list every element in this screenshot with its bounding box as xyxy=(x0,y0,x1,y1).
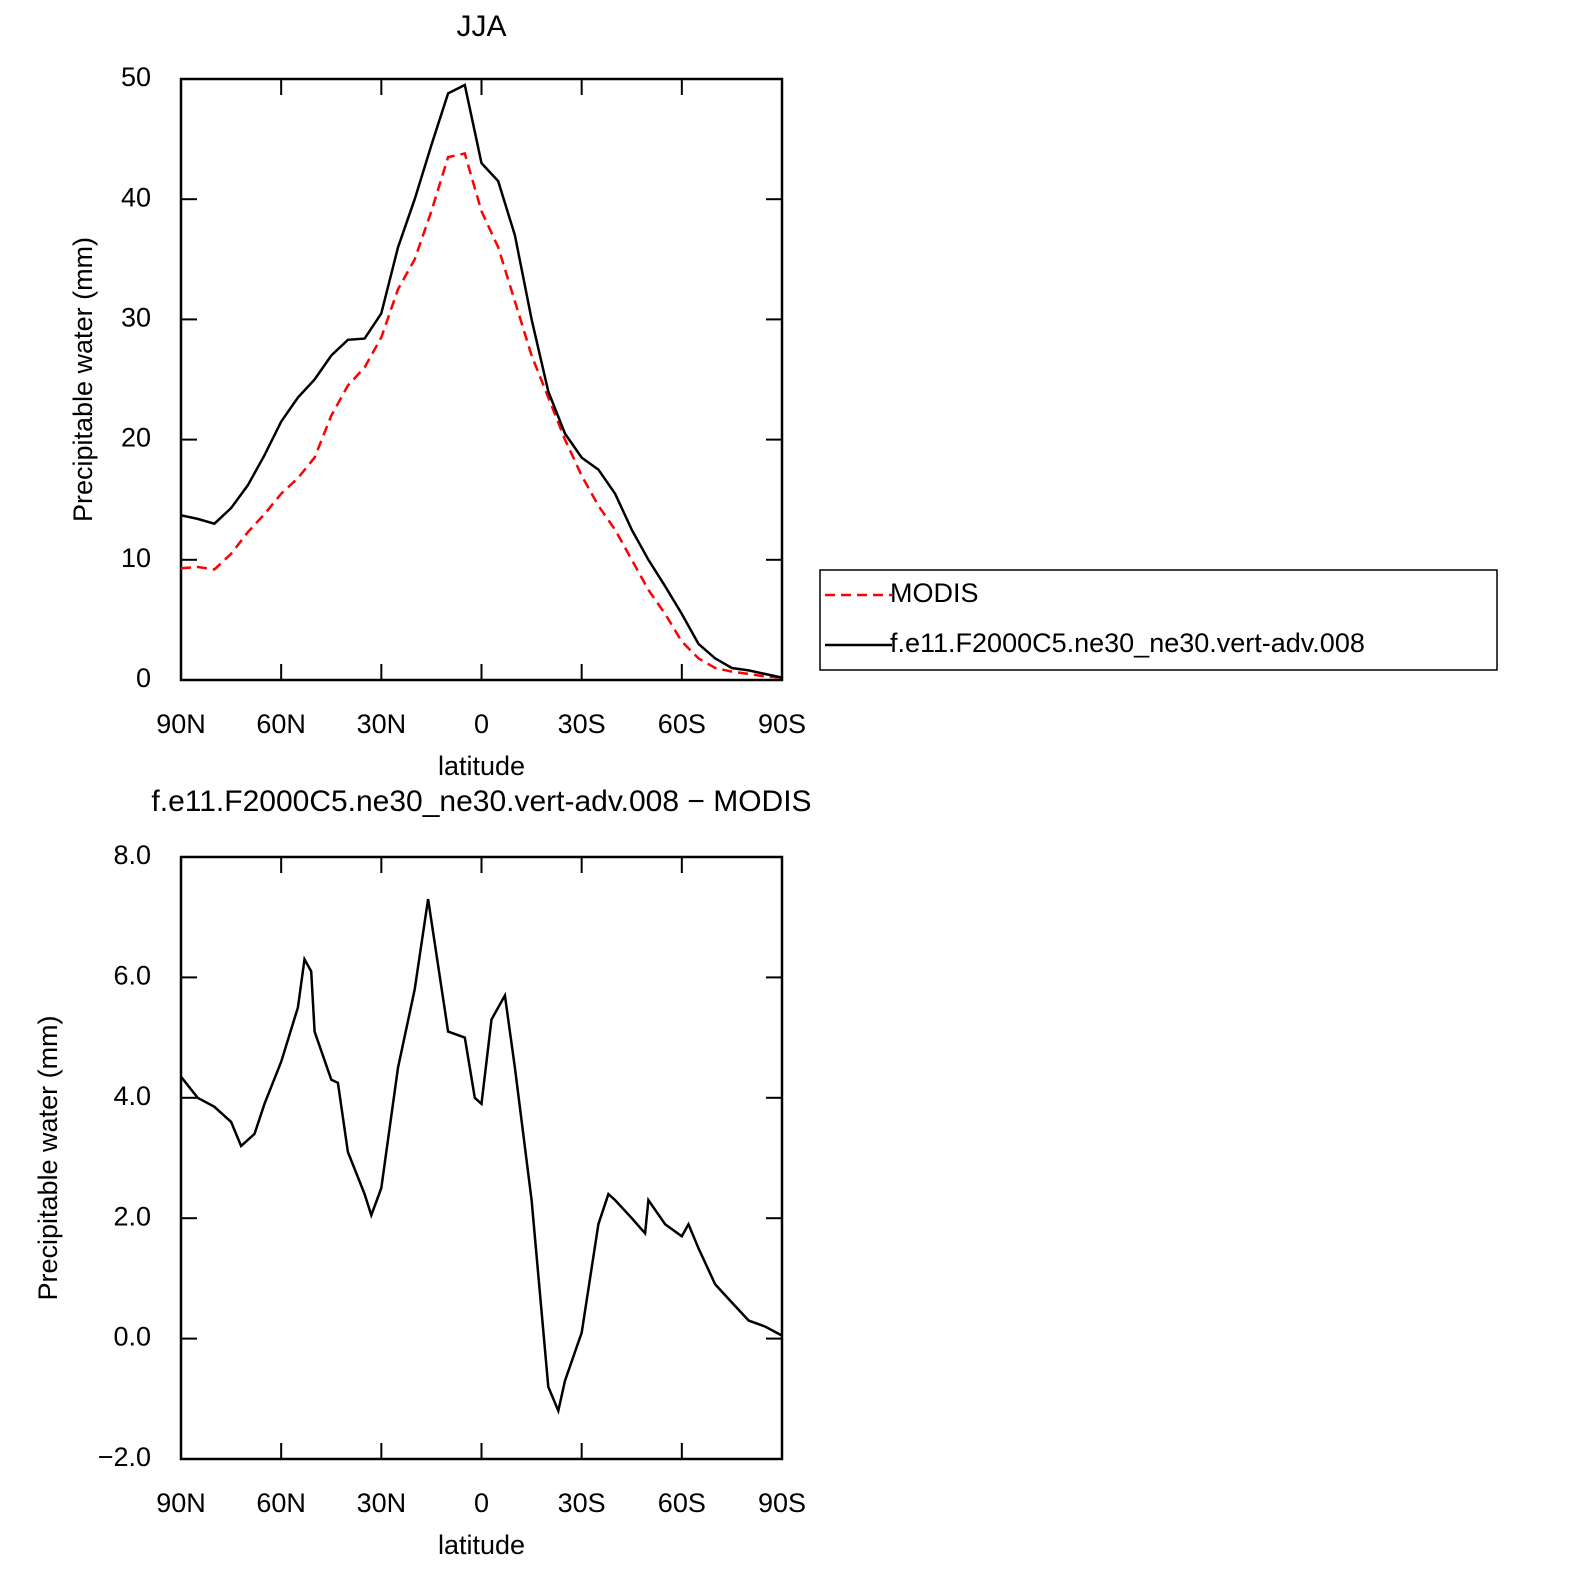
y-axis-label: Precipitable water (mm) xyxy=(33,1015,63,1300)
y-tick-label: 50 xyxy=(121,62,151,92)
y-tick-label: 4.0 xyxy=(113,1081,151,1111)
legend-label: MODIS xyxy=(890,578,979,608)
data-line xyxy=(180,898,783,1415)
plot-frame xyxy=(179,77,784,682)
x-tick-label: 90N xyxy=(156,1488,206,1518)
data-line xyxy=(180,83,783,679)
x-tick-label: 60N xyxy=(256,709,306,739)
x-tick-label: 90S xyxy=(758,709,806,739)
y-tick-label: 8.0 xyxy=(113,840,151,870)
y-axis-label: Precipitable water (mm) xyxy=(68,237,98,522)
x-tick-label: 60N xyxy=(256,1488,306,1518)
x-tick-label: 90N xyxy=(156,709,206,739)
y-tick-label: −2.0 xyxy=(98,1442,151,1472)
x-tick-label: 0 xyxy=(474,1488,489,1518)
y-tick-label: 30 xyxy=(121,303,151,333)
x-tick-label: 30S xyxy=(558,709,606,739)
legend-label: f.e11.F2000C5.ne30_ne30.vert-adv.008 xyxy=(890,628,1365,658)
x-tick-label: 60S xyxy=(658,1488,706,1518)
chart-title: f.e11.F2000C5.ne30_ne30.vert-adv.008 − M… xyxy=(151,785,811,818)
y-tick-label: 20 xyxy=(121,423,151,453)
x-tick-label: 90S xyxy=(758,1488,806,1518)
x-axis-label: latitude xyxy=(438,751,525,781)
y-tick-label: 0 xyxy=(136,663,151,693)
x-tick-label: 30N xyxy=(357,709,407,739)
x-tick-label: 0 xyxy=(474,709,489,739)
plot-frame xyxy=(179,855,784,1461)
y-tick-label: 10 xyxy=(121,543,151,573)
x-tick-label: 60S xyxy=(658,709,706,739)
data-line xyxy=(180,152,783,679)
x-tick-label: 30S xyxy=(558,1488,606,1518)
y-tick-label: 0.0 xyxy=(113,1322,151,1352)
legend-box xyxy=(819,569,1498,671)
y-tick-label: 2.0 xyxy=(113,1201,151,1231)
x-tick-label: 30N xyxy=(357,1488,407,1518)
y-tick-label: 6.0 xyxy=(113,961,151,991)
x-axis-label: latitude xyxy=(438,1530,525,1560)
y-tick-label: 40 xyxy=(121,182,151,212)
chart-title: JJA xyxy=(456,10,506,43)
